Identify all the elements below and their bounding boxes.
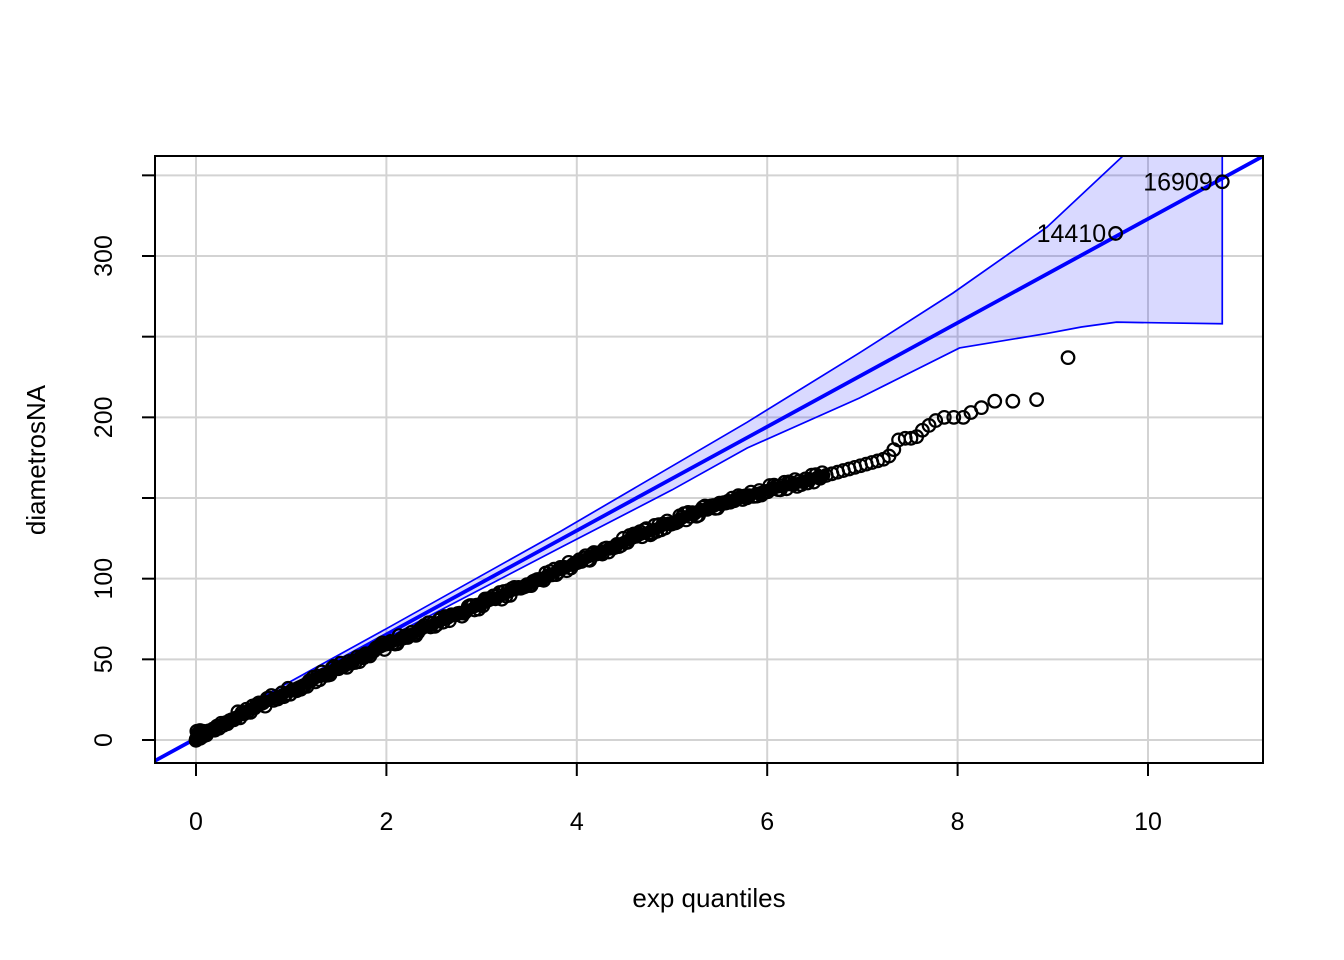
data-point bbox=[381, 636, 397, 651]
y-tick-label: 100 bbox=[90, 558, 118, 600]
data-point bbox=[584, 546, 600, 562]
y-tick-label: 300 bbox=[90, 235, 118, 277]
envelope-upper-border bbox=[195, 156, 1125, 735]
envelope-lower-border bbox=[195, 156, 1224, 744]
data-point bbox=[226, 712, 242, 728]
data-point-tail bbox=[1029, 392, 1045, 407]
data-point-tail bbox=[987, 393, 1003, 409]
x-tick-label: 4 bbox=[570, 808, 584, 836]
data-point-tail bbox=[1005, 393, 1021, 409]
data-point-origin-cluster bbox=[196, 728, 211, 744]
x-tick-label: 0 bbox=[189, 808, 203, 836]
data-point-tail bbox=[946, 409, 962, 425]
data-point-outlier-16909 bbox=[1214, 174, 1230, 190]
outlier-label-16909: 16909 bbox=[1143, 168, 1213, 196]
data-point-outlier-14410 bbox=[1108, 226, 1124, 241]
x-axis-title: exp quantiles bbox=[632, 883, 785, 913]
plot-box bbox=[154, 155, 1264, 764]
data-point bbox=[341, 654, 357, 669]
data-point-tail bbox=[936, 409, 952, 425]
data-point-tail bbox=[955, 409, 971, 425]
envelope-fill bbox=[196, 156, 1223, 743]
outlier-labels-layer: 14410 16909 bbox=[1037, 168, 1213, 248]
data-point bbox=[337, 657, 353, 673]
x-tick-label: 2 bbox=[379, 808, 393, 836]
x-tick-label: 10 bbox=[1134, 808, 1162, 836]
data-points-layer bbox=[188, 174, 1230, 748]
data-point-tail bbox=[1060, 350, 1076, 366]
outlier-label-14410: 14410 bbox=[1037, 220, 1107, 248]
confidence-envelope bbox=[195, 156, 1224, 744]
data-point-tail bbox=[974, 400, 989, 416]
x-tick-label: 8 bbox=[951, 808, 965, 836]
y-tick-label: 200 bbox=[90, 396, 118, 438]
y-tick-label: 0 bbox=[90, 733, 118, 747]
x-tick-label: 6 bbox=[760, 808, 774, 836]
y-tick-label: 50 bbox=[90, 645, 118, 673]
y-axis-title: diametrosNA bbox=[21, 384, 51, 535]
data-point-tail bbox=[928, 413, 944, 428]
